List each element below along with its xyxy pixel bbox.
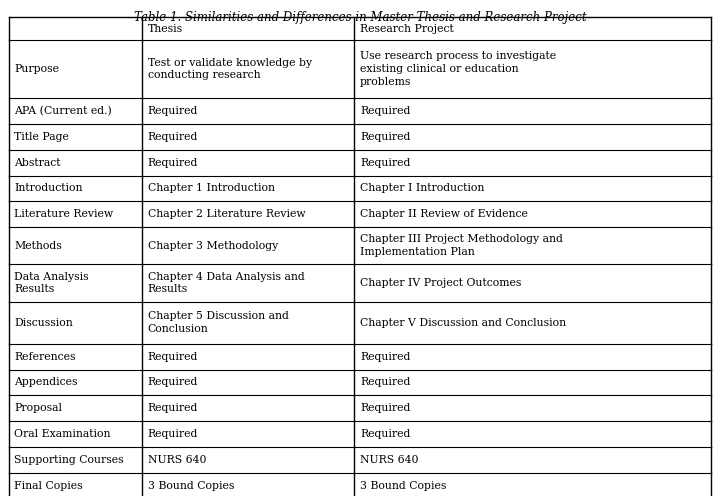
Text: Thesis: Thesis (148, 23, 183, 34)
Text: Required: Required (360, 403, 410, 413)
Text: Literature Review: Literature Review (14, 209, 114, 219)
Text: Table 1. Similarities and Differences in Master Thesis and Research Project: Table 1. Similarities and Differences in… (134, 11, 586, 24)
Text: Research Project: Research Project (360, 23, 454, 34)
Text: Chapter I Introduction: Chapter I Introduction (360, 184, 485, 193)
Text: Required: Required (148, 158, 198, 168)
Text: Required: Required (148, 403, 198, 413)
Text: Chapter V Discussion and Conclusion: Chapter V Discussion and Conclusion (360, 317, 566, 328)
Text: References: References (14, 352, 76, 362)
Text: Required: Required (360, 429, 410, 439)
Text: Required: Required (148, 377, 198, 387)
Text: Chapter 3 Methodology: Chapter 3 Methodology (148, 241, 278, 251)
Text: Required: Required (360, 377, 410, 387)
Text: Introduction: Introduction (14, 184, 83, 193)
Text: Required: Required (148, 132, 198, 142)
Text: Chapter 2 Literature Review: Chapter 2 Literature Review (148, 209, 305, 219)
Text: Methods: Methods (14, 241, 62, 251)
Text: Required: Required (360, 132, 410, 142)
Text: Chapter III Project Methodology and
Implementation Plan: Chapter III Project Methodology and Impl… (360, 235, 563, 257)
Text: Final Copies: Final Copies (14, 481, 83, 491)
Text: Chapter 5 Discussion and
Conclusion: Chapter 5 Discussion and Conclusion (148, 311, 289, 334)
Text: Use research process to investigate
existing clinical or education
problems: Use research process to investigate exis… (360, 51, 556, 87)
Text: Oral Examination: Oral Examination (14, 429, 111, 439)
Text: Purpose: Purpose (14, 64, 59, 74)
Text: Discussion: Discussion (14, 317, 73, 328)
Text: Required: Required (360, 352, 410, 362)
Text: APA (Current ed.): APA (Current ed.) (14, 106, 112, 116)
Text: Chapter 4 Data Analysis and
Results: Chapter 4 Data Analysis and Results (148, 272, 305, 294)
Text: Abstract: Abstract (14, 158, 61, 168)
Text: Data Analysis
Results: Data Analysis Results (14, 272, 89, 294)
Text: Appendices: Appendices (14, 377, 78, 387)
Text: Required: Required (148, 106, 198, 116)
Text: Required: Required (148, 429, 198, 439)
Text: Title Page: Title Page (14, 132, 69, 142)
Text: Proposal: Proposal (14, 403, 63, 413)
Text: Supporting Courses: Supporting Courses (14, 455, 124, 465)
Text: Required: Required (360, 158, 410, 168)
Text: 3 Bound Copies: 3 Bound Copies (360, 481, 446, 491)
Text: NURS 640: NURS 640 (148, 455, 206, 465)
Text: Test or validate knowledge by
conducting research: Test or validate knowledge by conducting… (148, 58, 312, 80)
Text: Chapter 1 Introduction: Chapter 1 Introduction (148, 184, 274, 193)
Text: Chapter II Review of Evidence: Chapter II Review of Evidence (360, 209, 528, 219)
Text: Chapter IV Project Outcomes: Chapter IV Project Outcomes (360, 278, 521, 288)
Text: NURS 640: NURS 640 (360, 455, 418, 465)
Text: 3 Bound Copies: 3 Bound Copies (148, 481, 234, 491)
Text: Required: Required (360, 106, 410, 116)
Text: Required: Required (148, 352, 198, 362)
